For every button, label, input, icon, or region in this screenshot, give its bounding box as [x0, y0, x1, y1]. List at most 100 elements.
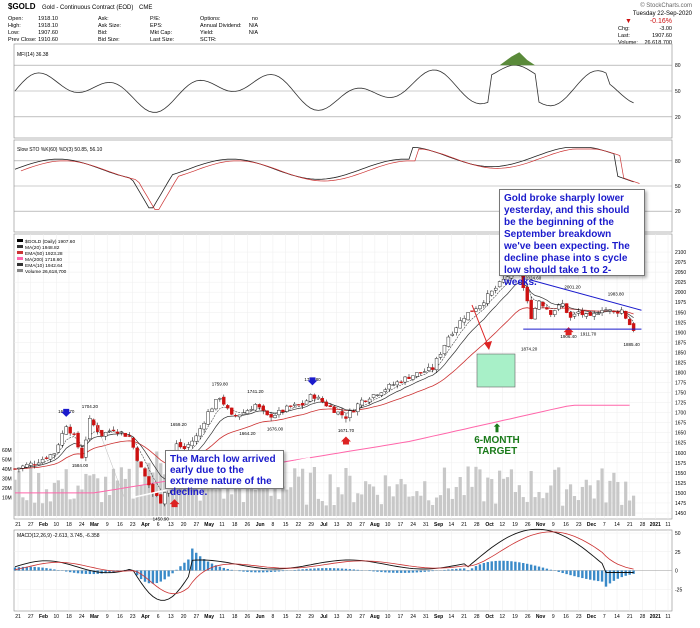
macd-histogram-bar	[451, 569, 453, 570]
volume-bar	[494, 504, 497, 516]
macd-histogram-bar	[542, 568, 544, 571]
mfi-label: MFI(14) 36.38	[17, 52, 49, 58]
volume-bar	[447, 488, 450, 516]
macd-histogram-bar	[262, 571, 264, 573]
candle-body	[230, 408, 233, 415]
volume-bar	[545, 493, 548, 516]
volume-bar	[565, 489, 568, 516]
price-annotation: 1911.70	[580, 332, 596, 337]
x-tick-label: 8	[272, 522, 275, 528]
candle-body	[329, 406, 332, 407]
quote-label: Annual Dividend:	[200, 23, 242, 29]
candle-body	[49, 455, 52, 460]
x-tick-label: 11	[219, 614, 224, 620]
volume-bar	[597, 480, 600, 516]
x-tick-label: 2021	[650, 522, 661, 528]
x-tick-label: 13	[334, 614, 340, 620]
volume-bar	[340, 494, 343, 516]
candle-body	[270, 414, 273, 417]
volume-bar	[305, 505, 308, 516]
volume-bar	[388, 486, 391, 516]
macd-histogram-bar	[41, 568, 43, 571]
x-tick-label: 18	[232, 522, 238, 528]
x-tick-label: 18	[66, 522, 72, 528]
x-tick-label: 21	[15, 614, 21, 620]
volume-bar	[533, 497, 536, 516]
volume-bar	[364, 481, 367, 516]
macd-histogram-bar	[617, 571, 619, 579]
candle-body	[84, 440, 87, 457]
volume-bar	[632, 496, 635, 516]
x-tick-label: 10	[53, 614, 59, 620]
candle-body	[400, 382, 403, 383]
candle-body	[415, 373, 418, 377]
candle-body	[80, 448, 83, 458]
macd-histogram-bar	[183, 563, 185, 571]
candle-body	[199, 429, 202, 436]
macd-histogram-bar	[199, 556, 201, 570]
volume-bar	[604, 502, 607, 516]
y-tick-label: 1875	[675, 340, 686, 346]
stochastic-label: Slow STO %K(60) %D(3) 50.85, 56.10	[17, 147, 102, 153]
volume-bar	[585, 480, 588, 516]
y-tick-label: 1900	[675, 330, 686, 336]
volume-bar	[403, 484, 406, 516]
volume-bar	[451, 499, 454, 516]
volume-bar	[238, 485, 241, 516]
x-tick-label: 9	[552, 522, 555, 528]
march-annotation-box: The March low arrived early due to the e…	[165, 450, 284, 489]
y-tick-label: 1825	[675, 360, 686, 366]
macd-histogram-bar	[502, 561, 504, 571]
macd-histogram-bar	[467, 571, 469, 572]
macd-histogram-bar	[317, 568, 319, 570]
candle-body	[65, 427, 68, 435]
x-tick-label: 16	[117, 522, 123, 528]
x-tick-label: Feb	[39, 614, 48, 620]
x-tick-label: 20	[181, 614, 187, 620]
volume-bar	[439, 495, 442, 516]
volume-bar	[352, 502, 355, 516]
volume-bar	[530, 471, 533, 516]
x-tick-label: 19	[512, 522, 518, 528]
volume-bar	[459, 477, 462, 516]
macd-histogram-bar	[65, 571, 67, 572]
quote-label: SCTR:	[200, 37, 217, 43]
price-annotation: 1676.00	[267, 426, 284, 431]
candle-body	[573, 314, 576, 316]
macd-histogram-bar	[282, 571, 284, 572]
x-tick-label: 22	[296, 614, 302, 620]
candle-body	[187, 444, 190, 447]
volume-tick-label: 50M	[2, 458, 12, 464]
y-tick-label: 1700	[675, 411, 686, 417]
macd-histogram-bar	[321, 568, 323, 570]
volume-bar	[502, 479, 505, 516]
quote-value: 1918.10	[38, 23, 58, 29]
candle-body	[616, 312, 619, 313]
x-tick-label: Jul	[320, 614, 328, 620]
volume-bar	[21, 497, 24, 516]
x-tick-label: Mar	[90, 614, 99, 620]
price-annotation: 1450.90	[153, 517, 170, 522]
macd-histogram-bar	[506, 561, 508, 571]
macd-histogram-bar	[510, 561, 512, 570]
x-tick-label: 10	[53, 522, 59, 528]
candle-body	[132, 438, 135, 448]
macd-histogram-bar	[459, 569, 461, 571]
volume-bar	[116, 481, 119, 516]
candle-body	[266, 411, 269, 415]
volume-bar	[297, 477, 300, 516]
macd-histogram-bar	[593, 571, 595, 581]
volume-bar	[33, 503, 36, 516]
candle-body	[541, 302, 544, 306]
candle-body	[494, 288, 497, 290]
macd-histogram-bar	[85, 571, 87, 574]
price-annotation: 1659.20	[170, 422, 187, 427]
quote-label: EPS:	[150, 23, 163, 29]
macd-histogram-bar	[73, 571, 75, 573]
candle-body	[41, 459, 44, 463]
macd-histogram-bar	[337, 568, 339, 570]
volume-bar	[100, 502, 103, 516]
volume-bar	[325, 505, 328, 516]
candle-body	[116, 432, 119, 433]
